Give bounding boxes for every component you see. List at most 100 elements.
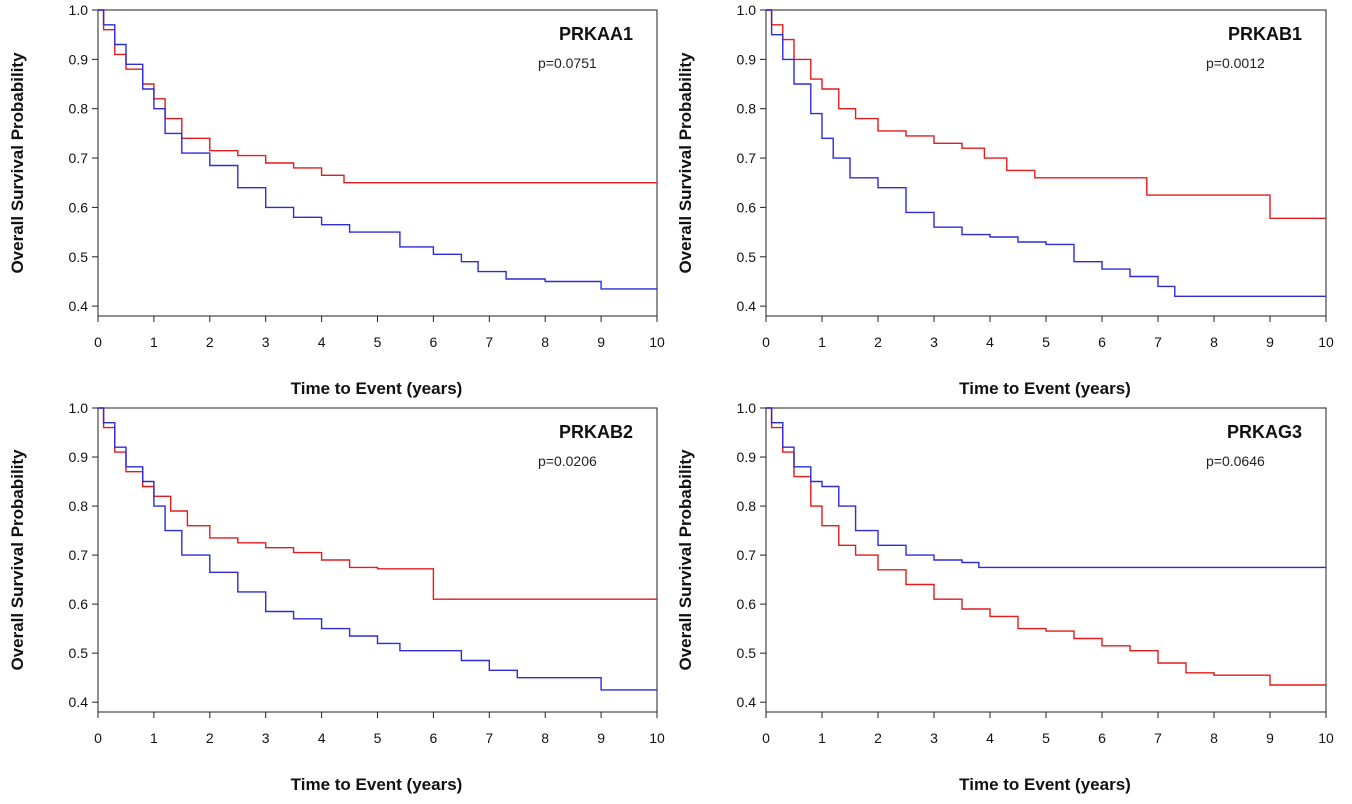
y-tick-label: 0.7 <box>69 547 89 563</box>
y-tick-label: 0.7 <box>737 150 757 166</box>
y-tick-label: 0.4 <box>737 298 757 314</box>
y-tick-label: 0.8 <box>69 498 89 514</box>
x-tick-label: 5 <box>374 730 382 746</box>
x-tick-label: 3 <box>930 334 938 350</box>
x-tick-label: 8 <box>1210 730 1218 746</box>
x-tick-label: 0 <box>94 730 102 746</box>
y-tick-label: 0.6 <box>69 596 89 612</box>
x-axis-title: Time to Event (years) <box>291 775 463 794</box>
y-tick-label: 1.0 <box>737 400 757 416</box>
x-tick-label: 5 <box>1042 730 1050 746</box>
x-tick-label: 2 <box>206 334 214 350</box>
x-tick-label: 4 <box>318 334 326 350</box>
x-tick-label: 7 <box>1154 730 1162 746</box>
survival-curve-red <box>766 9 1326 219</box>
x-tick-label: 10 <box>1318 334 1334 350</box>
survival-curve-blue <box>766 407 1326 569</box>
y-tick-label: 0.4 <box>69 298 89 314</box>
x-tick-label: 7 <box>1154 334 1162 350</box>
chart-panel-prkab2: 0.4 0.5 0.6 0.7 0.8 0.9 1.0 0 1 2 3 4 5 6 7 8 9 10 Time to… <box>8 400 665 794</box>
x-tick-label: 2 <box>206 730 214 746</box>
x-tick-label: 4 <box>986 730 994 746</box>
y-tick-label: 0.5 <box>69 249 89 265</box>
y-tick-label: 1.0 <box>737 2 757 18</box>
x-tick-label: 10 <box>649 730 665 746</box>
x-tick-label: 9 <box>597 334 605 350</box>
survival-curve-blue <box>766 9 1326 297</box>
x-tick-label: 3 <box>930 730 938 746</box>
y-tick-label: 0.5 <box>737 249 757 265</box>
survival-curve-blue <box>98 9 657 290</box>
y-tick-label: 0.8 <box>69 101 89 117</box>
x-tick-label: 6 <box>430 334 438 350</box>
chart-panel-prkag3: 0.4 0.5 0.6 0.7 0.8 0.9 1.0 0 1 2 3 4 5 6 7 8 9 10 Time to… <box>676 400 1334 794</box>
p-value-label: p=0.0751 <box>538 55 597 71</box>
panel-title: PRKAG3 <box>1227 422 1302 442</box>
y-tick-label: 0.5 <box>69 645 89 661</box>
x-tick-label: 5 <box>1042 334 1050 350</box>
survival-curve-blue <box>98 407 657 691</box>
chart-panel-prkaa1: 0.4 0.5 0.6 0.7 0.8 0.9 1.0 0 1 2 3 4 5 6 7 8 9 10 Time to… <box>8 2 665 398</box>
y-tick-label: 0.9 <box>69 449 89 465</box>
panel-title: PRKAB2 <box>559 422 633 442</box>
x-tick-label: 1 <box>818 334 826 350</box>
x-tick-label: 9 <box>597 730 605 746</box>
x-axis-title: Time to Event (years) <box>291 379 463 398</box>
x-tick-label: 2 <box>874 334 882 350</box>
y-axis-title: Overall Survival Probability <box>676 52 695 274</box>
x-axis-title: Time to Event (years) <box>959 379 1131 398</box>
x-tick-label: 6 <box>430 730 438 746</box>
x-tick-label: 8 <box>541 730 549 746</box>
x-axis-title: Time to Event (years) <box>959 775 1131 794</box>
p-value-label: p=0.0646 <box>1206 453 1265 469</box>
x-tick-label: 8 <box>1210 334 1218 350</box>
x-tick-label: 4 <box>318 730 326 746</box>
panel-title: PRKAB1 <box>1228 24 1302 44</box>
x-tick-label: 7 <box>485 730 493 746</box>
x-tick-label: 7 <box>485 334 493 350</box>
y-axis-title: Overall Survival Probability <box>8 52 27 274</box>
y-tick-label: 0.7 <box>737 547 757 563</box>
y-tick-label: 0.6 <box>737 199 757 215</box>
y-tick-label: 0.9 <box>737 51 757 67</box>
y-tick-label: 0.4 <box>737 694 757 710</box>
x-tick-label: 9 <box>1266 334 1274 350</box>
x-tick-label: 5 <box>374 334 382 350</box>
y-tick-label: 0.9 <box>737 449 757 465</box>
y-tick-label: 1.0 <box>69 400 89 416</box>
y-tick-label: 0.6 <box>737 596 757 612</box>
x-tick-label: 0 <box>762 334 770 350</box>
x-tick-label: 0 <box>94 334 102 350</box>
panel-title: PRKAA1 <box>559 24 633 44</box>
y-tick-label: 0.6 <box>69 199 89 215</box>
y-tick-label: 0.4 <box>69 694 89 710</box>
x-tick-label: 3 <box>262 730 270 746</box>
y-tick-label: 0.8 <box>737 101 757 117</box>
x-tick-label: 9 <box>1266 730 1274 746</box>
x-tick-label: 8 <box>541 334 549 350</box>
x-tick-label: 1 <box>150 334 158 350</box>
x-tick-label: 1 <box>818 730 826 746</box>
y-tick-label: 0.8 <box>737 498 757 514</box>
x-tick-label: 3 <box>262 334 270 350</box>
x-tick-label: 10 <box>1318 730 1334 746</box>
p-value-label: p=0.0206 <box>538 453 597 469</box>
x-tick-label: 4 <box>986 334 994 350</box>
y-tick-label: 0.7 <box>69 150 89 166</box>
x-tick-label: 6 <box>1098 334 1106 350</box>
chart-panel-prkab1: 0.4 0.5 0.6 0.7 0.8 0.9 1.0 0 1 2 3 4 5 6 7 8 9 10 Time to… <box>676 2 1334 398</box>
x-tick-label: 6 <box>1098 730 1106 746</box>
x-tick-label: 0 <box>762 730 770 746</box>
x-tick-label: 2 <box>874 730 882 746</box>
p-value-label: p=0.0012 <box>1206 55 1265 71</box>
y-tick-label: 0.5 <box>737 645 757 661</box>
y-axis-title: Overall Survival Probability <box>676 449 695 671</box>
y-tick-label: 1.0 <box>69 2 89 18</box>
survival-curve-red <box>98 9 657 184</box>
survival-curve-red <box>766 407 1326 686</box>
y-tick-label: 0.9 <box>69 51 89 67</box>
y-axis-title: Overall Survival Probability <box>8 449 27 671</box>
x-tick-label: 1 <box>150 730 158 746</box>
x-tick-label: 10 <box>649 334 665 350</box>
